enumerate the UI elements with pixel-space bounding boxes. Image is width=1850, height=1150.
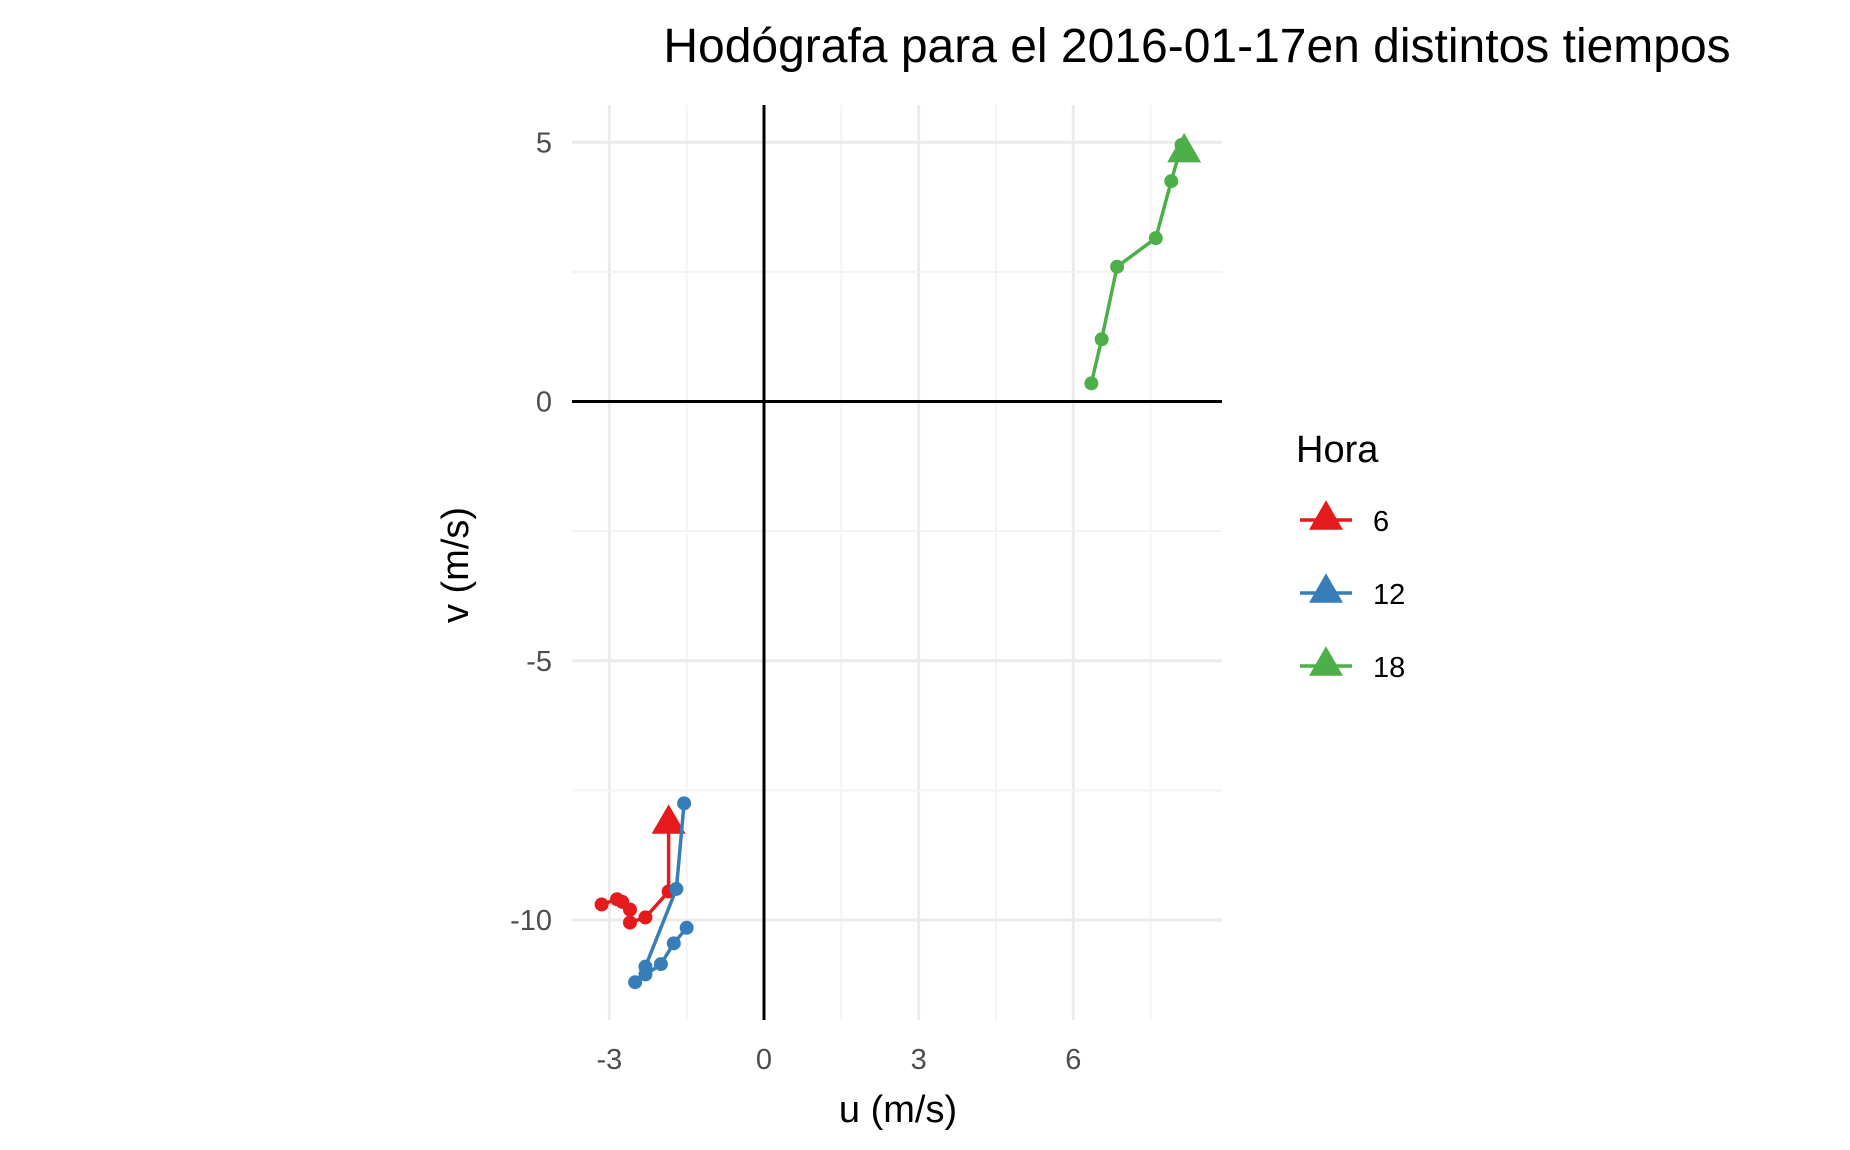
y-axis-title: v (m/s) — [435, 507, 477, 623]
grid — [572, 105, 1222, 1020]
end-marker — [651, 804, 686, 834]
data-point — [677, 796, 692, 811]
series-6 — [594, 804, 686, 930]
legend-item-6: 6 — [1300, 500, 1389, 538]
y-axis-ticks: 5 0 -5 -10 — [510, 127, 552, 937]
legend-key-marker — [1309, 646, 1343, 676]
y-tick-label: 5 — [536, 127, 552, 159]
legend-item-12: 12 — [1300, 573, 1405, 611]
series-12 — [628, 796, 694, 990]
data-point — [679, 920, 694, 935]
data-point — [610, 892, 625, 907]
legend-label: 18 — [1373, 652, 1405, 684]
x-tick-label: -3 — [596, 1044, 622, 1076]
data-point — [1094, 332, 1109, 347]
x-axis-title: u (m/s) — [839, 1089, 957, 1131]
data-point — [638, 910, 653, 925]
series-18 — [1084, 132, 1202, 391]
y-tick-label: -10 — [510, 905, 552, 937]
chart-title: Hodógrafa para el 2016-01-17en distintos… — [663, 20, 1730, 73]
legend-title: Hora — [1296, 429, 1379, 471]
data-point — [628, 975, 643, 990]
x-tick-label: 3 — [911, 1044, 927, 1076]
data-point — [622, 915, 637, 930]
legend-key-marker — [1309, 573, 1343, 603]
data-point — [653, 957, 668, 972]
data-point — [1148, 231, 1163, 246]
data-point — [1164, 174, 1179, 189]
data-point — [1084, 376, 1099, 391]
legend-label: 12 — [1373, 579, 1405, 611]
reference-lines — [572, 105, 1222, 1020]
data-point — [669, 881, 684, 896]
legend-label: 6 — [1373, 506, 1389, 538]
data-point — [1110, 259, 1125, 274]
y-tick-label: 0 — [536, 387, 552, 419]
data-point — [638, 967, 653, 982]
legend-key-marker — [1309, 500, 1343, 530]
data-point — [666, 936, 681, 951]
x-tick-label: 0 — [756, 1044, 772, 1076]
x-axis-ticks: -3 0 3 6 — [596, 1044, 1081, 1076]
legend: 6 12 18 — [1300, 500, 1405, 684]
end-marker — [1167, 132, 1202, 163]
legend-item-18: 18 — [1300, 646, 1405, 684]
x-tick-label: 6 — [1065, 1044, 1081, 1076]
data-point — [594, 897, 609, 912]
y-tick-label: -5 — [526, 646, 552, 678]
series-layer — [594, 132, 1202, 990]
